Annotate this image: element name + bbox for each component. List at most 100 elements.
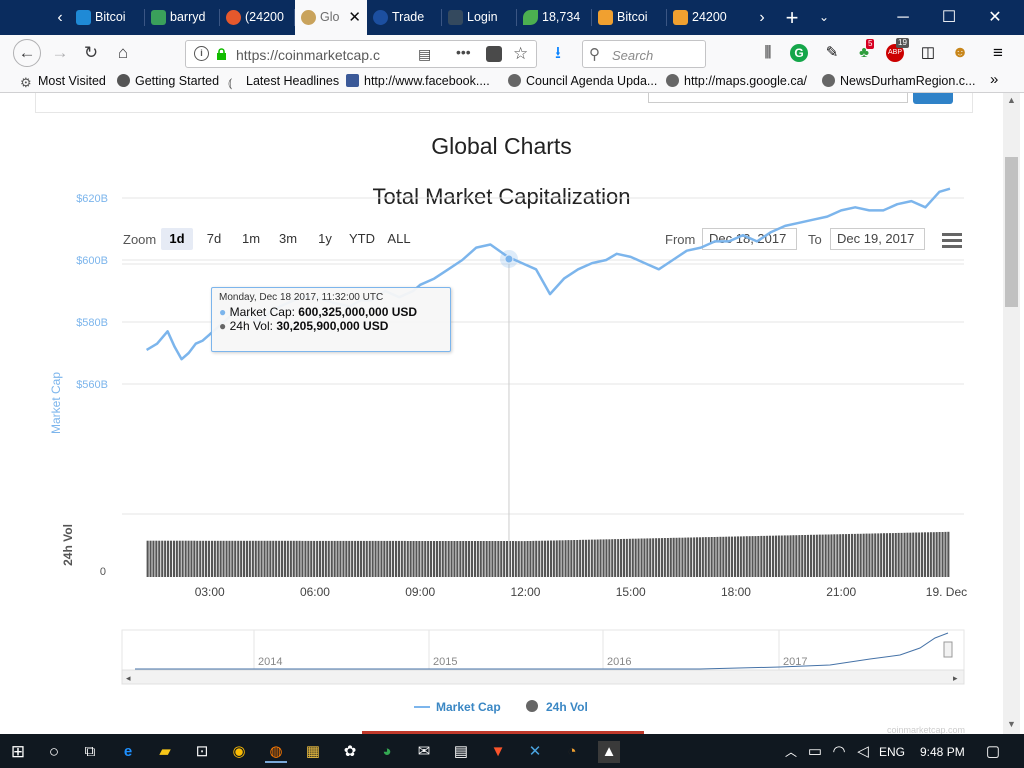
tab-24200[interactable]: (24200 — [220, 0, 295, 35]
zoom-3m-button[interactable]: 3m — [278, 231, 298, 246]
scroll-down-icon[interactable]: ▼ — [1007, 719, 1016, 729]
reader-view-icon[interactable]: ▤ — [418, 46, 432, 62]
home-icon[interactable]: ⌂ — [117, 43, 129, 62]
zoom-1d-button[interactable]: 1d — [161, 228, 193, 250]
search-field-edge[interactable] — [648, 93, 908, 103]
legend-24h-vol[interactable]: 24h Vol — [546, 700, 588, 714]
scrollbar-thumb[interactable] — [1005, 157, 1018, 307]
legend-market-cap[interactable]: Market Cap — [436, 700, 501, 714]
search-button-edge[interactable] — [913, 93, 953, 104]
language-indicator[interactable]: ENG — [879, 745, 906, 759]
zoom-1y-button[interactable]: 1y — [318, 231, 332, 246]
scroll-tabs-left-icon[interactable]: ‹ — [57, 9, 63, 26]
edge-icon[interactable]: e — [123, 743, 133, 760]
tab-bitcoin[interactable]: Bitcoi — [70, 0, 145, 35]
mail-icon[interactable]: ✉ — [417, 743, 431, 760]
volume-bar — [786, 535, 789, 577]
volume-bar — [748, 536, 751, 577]
app-x-icon[interactable]: ✕ — [528, 743, 542, 760]
url-text[interactable]: https://coinmarketcap.c — [236, 47, 380, 63]
volume-bar — [336, 540, 339, 577]
brave-icon[interactable]: ▼ — [490, 743, 506, 760]
volume-tick-label: 0 — [100, 566, 106, 578]
tampermonkey-icon[interactable]: ☻ — [951, 44, 969, 61]
navigator-scrollbar[interactable] — [121, 669, 965, 685]
market-cap-chart[interactable]: $560B $580B $600B $620B 0 Market Cap 24h Vol… — [0, 93, 1003, 734]
notifications-icon[interactable]: ▢ — [985, 743, 1001, 760]
cortana-icon[interactable]: ○ — [48, 742, 60, 761]
grammarly-icon[interactable]: G — [790, 44, 808, 62]
downloads-icon[interactable]: ⭳ — [555, 43, 561, 62]
paint-icon[interactable]: ✿ — [343, 743, 357, 760]
tab-barryd[interactable]: barryd — [145, 0, 220, 35]
calculator-grid-icon[interactable]: ▦ — [305, 743, 321, 760]
zoom-all-button[interactable]: ALL — [387, 231, 411, 246]
show-hidden-icons-icon[interactable]: ︿ — [784, 745, 797, 759]
volume-icon[interactable]: ◁ — [857, 743, 869, 760]
maximize-icon[interactable]: ☐ — [941, 9, 957, 26]
zoom-ytd-button[interactable]: YTD — [349, 231, 375, 246]
tab-18734[interactable]: 18,734 — [517, 0, 592, 35]
navigator-handle[interactable] — [943, 641, 953, 658]
eyedropper-icon[interactable]: ✎ — [825, 44, 839, 61]
forward-icon[interactable]: → — [51, 43, 69, 62]
adblock-icon[interactable]: ABP 19 — [886, 38, 909, 62]
reload-icon[interactable]: ↻ — [83, 43, 99, 62]
navigator-scroll-left-icon[interactable]: ◂ — [126, 673, 131, 683]
tab-trade[interactable]: Trade — [367, 0, 442, 35]
bookmark-google-maps[interactable]: http://maps.google.ca/ — [666, 74, 807, 88]
zoom-1m-button[interactable]: 1m — [241, 231, 261, 246]
scroll-up-icon[interactable]: ▲ — [1007, 95, 1016, 105]
pocket-icon[interactable] — [486, 46, 502, 62]
page-scrollbar[interactable]: ▲ ▼ — [1003, 93, 1020, 734]
tab-login[interactable]: Login — [442, 0, 517, 35]
search-bar[interactable]: ⚲ Search — [582, 40, 706, 68]
app-circle-icon[interactable]: ◔ — [567, 743, 577, 760]
task-view-icon[interactable]: ⧉ — [84, 743, 96, 760]
extension-icon[interactable]: ♣ 5 — [859, 39, 875, 61]
chart-favicon-icon — [598, 10, 613, 25]
bookmark-most-visited[interactable]: ⚙ Most Visited — [20, 74, 106, 90]
zoom-7d-button[interactable]: 7d — [206, 231, 222, 246]
tab-24200-chart[interactable]: 24200 — [667, 0, 742, 35]
range-navigator[interactable]: 2014 2015 2016 2017 ◂ ▸ — [121, 629, 965, 685]
list-all-tabs-icon[interactable]: ⌄ — [818, 10, 830, 24]
library-icon[interactable]: ⫼ — [764, 44, 772, 61]
globe-app-icon[interactable]: ◕ — [382, 743, 392, 760]
site-info-icon[interactable]: i — [194, 46, 209, 61]
photos-icon[interactable]: ▲ — [598, 741, 620, 763]
more-bookmarks-icon[interactable]: » — [990, 71, 999, 88]
bookmark-star-icon[interactable]: ☆ — [513, 44, 529, 63]
close-window-icon[interactable]: ✕ — [988, 9, 1002, 26]
battery-icon[interactable]: ▭ — [807, 743, 823, 760]
volume-bar — [430, 541, 433, 577]
tab-global-charts[interactable]: Glo ✕ — [295, 0, 367, 35]
bookmark-news-durham[interactable]: NewsDurhamRegion.c... — [822, 74, 975, 88]
page-actions-icon[interactable]: ••• — [456, 44, 471, 60]
sidebar-icon[interactable]: ◫ — [920, 44, 936, 61]
clock[interactable]: 9:48 PM — [920, 745, 965, 759]
close-tab-icon[interactable]: ✕ — [348, 9, 361, 26]
back-icon[interactable]: ← — [13, 39, 41, 67]
address-bar[interactable]: i https://coinmarketcap.c ▤ ••• ☆ — [185, 40, 537, 68]
volume-bar — [327, 540, 330, 577]
menu-icon[interactable]: ≡ — [993, 43, 1003, 62]
bookmark-latest-headlines[interactable]: ⦅ Latest Headlines — [228, 74, 340, 90]
chrome-icon[interactable]: ◉ — [232, 743, 246, 760]
file-explorer-icon[interactable]: ▰ — [159, 743, 171, 760]
bookmark-facebook[interactable]: http://www.facebook.... — [346, 74, 490, 88]
store-icon[interactable]: ⊡ — [195, 743, 209, 760]
navigator-scroll-right-icon[interactable]: ▸ — [953, 673, 958, 683]
new-tab-icon[interactable]: + — [785, 5, 799, 30]
windows-start-icon[interactable]: ⊞ — [10, 742, 26, 761]
to-date-input[interactable]: Dec 19, 2017 — [830, 228, 925, 250]
chart-menu-icon[interactable] — [942, 233, 962, 249]
calculator-icon[interactable]: ▤ — [453, 743, 469, 760]
minimize-icon[interactable]: ─ — [897, 9, 909, 26]
wifi-icon[interactable]: ◠ — [832, 743, 846, 760]
scroll-tabs-right-icon[interactable]: › — [759, 9, 765, 26]
bookmark-getting-started[interactable]: Getting Started — [117, 74, 219, 88]
firefox-taskbar-icon[interactable]: ◍ — [265, 741, 287, 763]
bookmark-council-agenda[interactable]: Council Agenda Upda... — [508, 74, 657, 88]
tab-bitcoin-chart[interactable]: Bitcoi — [592, 0, 667, 35]
